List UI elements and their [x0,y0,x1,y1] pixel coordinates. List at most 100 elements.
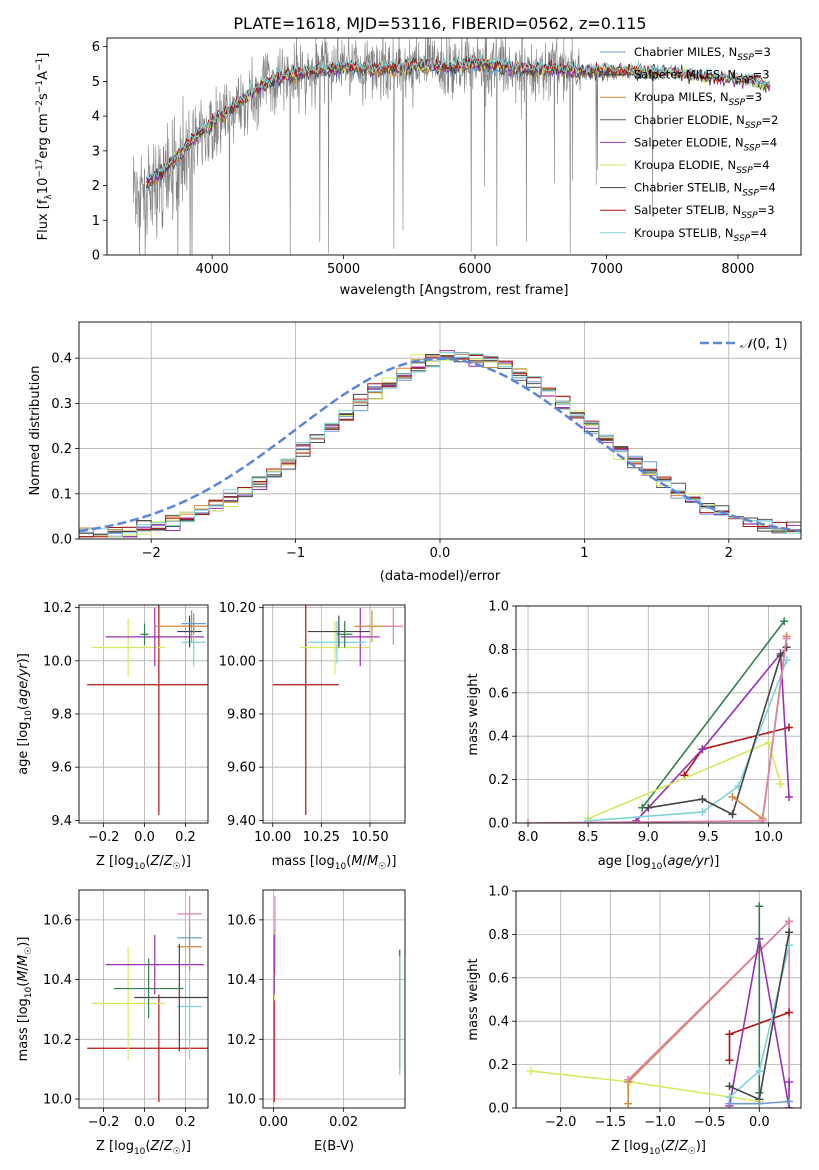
label-part: ☉ [24,947,34,955]
x-tick-label: −1.0 [644,1115,676,1130]
x-tick-label: 7000 [590,262,623,277]
y-tick-label: 9.6 [51,761,72,776]
weight-line [641,620,785,809]
label-part: Flux [f [36,199,51,240]
label-part: M [351,854,362,869]
legend-label: 𝒩(0, 1) [740,337,787,352]
label-part: ☉ [378,862,386,872]
x-tick-label: 0.0 [749,1115,770,1130]
y-axis-label: Normed distribution [28,366,43,496]
weight-marker [698,808,707,817]
y-tick-label: 3 [92,144,100,159]
weight-line [728,938,790,1108]
label-part: )] [16,653,31,663]
label-part: 10 [36,178,51,195]
label-part: age/yr [16,662,31,705]
y-tick-label: 10.6 [43,913,72,928]
y-axis-label: mass [log10 (M/M☉ )] [16,937,34,1062]
label-part: Kroupa ELODIE, N [634,158,736,172]
weight-marker [624,1075,633,1084]
label-part: ☉ [688,1147,696,1157]
x-tick-label: 8000 [721,262,754,277]
label-part: Z [log [611,1139,649,1154]
label-part: −1 [35,80,45,93]
label-part: SSP [737,53,754,63]
weight-line [627,919,790,1108]
y-tick-label: 1.0 [488,600,509,615]
x-tick-label: 9.5 [698,830,719,845]
label-part: ( [662,854,667,869]
y-tick-label: 9.60 [227,761,256,776]
plot-area [263,605,405,823]
label-part: )] [709,854,719,869]
weight-line [527,638,788,823]
x-tick-label: 0.2 [175,1115,196,1130]
label-part: erg cm [36,113,51,158]
label-part: age [log [16,722,31,775]
label-part: SSP [744,143,761,153]
chart-mass-vs-EBV: 0.00 0.02 10.0 10.2 10.4 10.6 E(B-V) [227,889,406,1154]
label-part: SSP [745,121,762,131]
weight-marker [780,617,789,626]
label-part: / [16,965,31,970]
y-tick-label: 9.40 [227,814,256,829]
label-part: mass [log [16,998,31,1061]
label-part: −1 [35,58,45,71]
y-tick-label: 10.4 [227,973,256,988]
y-tick-label: 2 [92,179,100,194]
label-part: ( [16,705,31,710]
x-tick-label: 6000 [458,262,491,277]
label-part: =2 [761,113,778,127]
label-part: s [36,93,51,100]
legend-label: Salpeter MILES, NSSP =3 [634,68,770,86]
label-part: =4 [759,181,776,195]
label-part: Z [665,1139,676,1154]
legend-label: Kroupa STELIB, NSSP =4 [634,226,767,244]
x-axis-label: wavelength [Angstrom, rest frame] [340,283,569,298]
x-tick-label: 0.2 [175,830,196,845]
label-part: / [674,1139,679,1154]
label-part: =4 [750,226,767,240]
label-part: SSP [736,166,753,176]
x-tick-label: −1.5 [595,1115,627,1130]
weight-marker [725,1082,734,1091]
weight-marker [758,816,767,823]
chart-age-vs-Z: −0.2 0.0 0.29.49.69.810.010.2Z [log10 (Z/Z… [16,601,209,872]
x-tick-label: 0.0 [134,830,155,845]
label-part: M [16,970,31,981]
y-tick-label: 10.20 [219,601,256,616]
label-part: / [159,1139,164,1154]
model-fit-line [146,55,771,184]
label-part: ( [145,854,150,869]
chart-residuals: −2 −1 0.0 1 2 0.0 0.1 0.2 0.3 0.4 𝒩(0, 1) (data-mod… [28,321,802,584]
y-tick-label: 10.6 [227,913,256,928]
x-tick-label: −2.0 [545,1115,577,1130]
x-axis-label: Z [log10 (Z/Z☉ )] [611,1139,706,1157]
label-part: / [363,854,368,869]
plot-area [516,606,801,823]
weight-marker [644,803,653,812]
y-axis-label: age [log10 (age/yr)] [16,653,34,775]
x-tick-label: 10.25 [303,830,340,845]
weight-marker [584,816,593,823]
legend-args: (0, 1) [752,337,787,352]
y-tick-label: 0.8 [488,928,509,943]
label-part: M [16,955,31,966]
label-part: Salpeter MILES, N [634,68,736,82]
y-tick-label: 0.8 [488,643,509,658]
y-tick-label: 0.3 [51,397,72,412]
weight-marker [782,634,791,643]
label-part: )] [696,1139,706,1154]
label-part: SSP [741,211,758,221]
label-part: Kroupa MILES, N [634,90,729,104]
y-tick-label: 6 [92,40,100,55]
axes-frame [78,321,802,540]
weight-line [627,920,790,1104]
label-part: 10 [651,862,663,872]
y-tick-label: 4 [92,110,100,125]
label-part: =4 [760,135,777,149]
label-part: SSP [734,234,751,244]
x-tick-label: 2 [725,546,733,561]
axes-frame [262,604,406,824]
